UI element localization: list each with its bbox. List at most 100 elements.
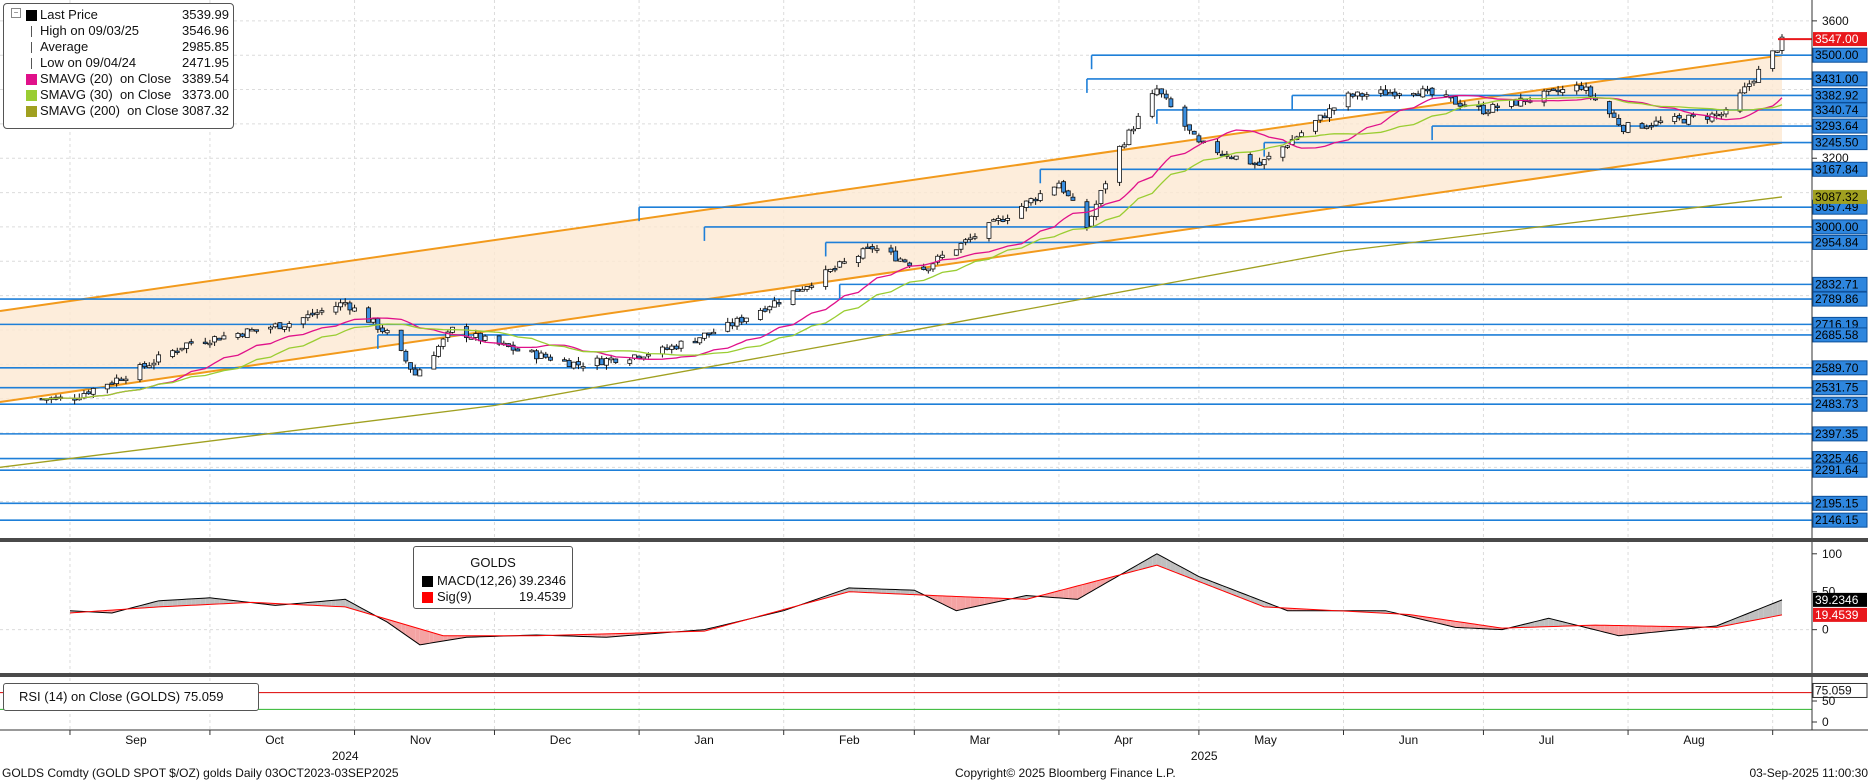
candle-body bbox=[1490, 103, 1496, 113]
candle-body bbox=[282, 326, 287, 330]
candle-body bbox=[268, 326, 273, 330]
candle-body bbox=[1420, 88, 1426, 98]
price-tick-label: 3600 bbox=[1822, 14, 1849, 28]
level-tag-label: 2685.58 bbox=[1815, 328, 1859, 342]
candle-body bbox=[921, 266, 927, 270]
candle-body bbox=[809, 285, 815, 288]
macd-fill bbox=[904, 589, 910, 595]
level-tag-label: 3293.64 bbox=[1815, 119, 1859, 133]
macd-fill bbox=[914, 590, 919, 595]
candle-body bbox=[1252, 162, 1258, 166]
macd-value-tag-label: 39.2346 bbox=[1815, 593, 1859, 607]
candle-body bbox=[776, 302, 782, 305]
candle-body bbox=[86, 391, 92, 395]
candle-body bbox=[1387, 91, 1393, 95]
macd-fill bbox=[970, 597, 975, 608]
candle-body bbox=[1485, 111, 1491, 115]
legend-label: SMAVG (20) on Close bbox=[40, 71, 172, 86]
level-tag-label: 3340.74 bbox=[1815, 103, 1859, 117]
candle-body bbox=[482, 335, 488, 341]
macd-fill bbox=[186, 598, 192, 606]
macd-fill bbox=[1534, 620, 1540, 628]
legend-value: 3087.32 bbox=[182, 103, 229, 118]
candle-body bbox=[930, 263, 936, 270]
level-tag bbox=[1812, 462, 1868, 478]
candle-body bbox=[1126, 129, 1132, 146]
candle-body bbox=[580, 366, 586, 369]
month-label: Nov bbox=[410, 733, 431, 747]
candle-body bbox=[646, 354, 651, 357]
candle-body bbox=[1481, 104, 1486, 115]
candle-body bbox=[604, 358, 609, 366]
level-tag-label: 2789.86 bbox=[1815, 292, 1859, 306]
candle-body bbox=[170, 350, 176, 357]
candle-body bbox=[697, 337, 703, 344]
macd-fill bbox=[1156, 553, 1162, 567]
level-tag bbox=[1812, 135, 1868, 151]
month-label: Sep bbox=[125, 733, 147, 747]
legend-label: Average bbox=[40, 39, 89, 54]
candle-body bbox=[613, 358, 619, 363]
candle-body bbox=[1359, 93, 1365, 97]
level-tag-label: 2589.70 bbox=[1815, 361, 1859, 375]
legend-row: Low on 09/04/24 2471.95 bbox=[4, 55, 235, 71]
macd-fill bbox=[895, 589, 901, 595]
candle-body bbox=[1606, 101, 1612, 115]
macd-fill bbox=[960, 596, 966, 610]
candle-body bbox=[249, 329, 255, 332]
candle-body bbox=[431, 355, 437, 370]
candle-body bbox=[925, 268, 931, 272]
candle-body bbox=[953, 249, 959, 256]
candle-body bbox=[314, 312, 320, 315]
candle-body bbox=[235, 333, 241, 338]
macd-fill bbox=[1670, 626, 1675, 631]
macd-fill bbox=[419, 628, 425, 645]
candle-body bbox=[123, 378, 129, 382]
candle-body bbox=[1616, 118, 1622, 126]
candle-body bbox=[841, 261, 847, 264]
candle-body bbox=[893, 250, 899, 262]
sma200-tag-label: 3087.32 bbox=[1815, 190, 1859, 204]
collapse-tree-icon[interactable]: − bbox=[11, 8, 21, 18]
macd-fill bbox=[979, 597, 985, 606]
candle-body bbox=[277, 322, 283, 330]
candle-body bbox=[300, 317, 306, 325]
macd-fill bbox=[424, 630, 430, 645]
macd-fill bbox=[863, 588, 868, 593]
candle-body bbox=[1644, 126, 1650, 129]
panel-separator-price bbox=[0, 538, 1868, 542]
macd-fill bbox=[1100, 578, 1106, 586]
candle-body bbox=[935, 255, 941, 263]
candle-body bbox=[412, 368, 418, 376]
candle-body bbox=[1383, 89, 1388, 96]
candle-body bbox=[1168, 98, 1174, 108]
candle-body bbox=[1131, 128, 1136, 132]
macd-fill bbox=[1054, 590, 1059, 598]
candle-body bbox=[804, 286, 810, 290]
macd-fill bbox=[1651, 626, 1657, 633]
macd-fill bbox=[1609, 625, 1615, 635]
candle-body bbox=[678, 340, 684, 349]
signal-legend-row: Sig(9) 19.4539 bbox=[422, 589, 566, 605]
rsi-tick-label: 0 bbox=[1822, 715, 1829, 729]
last-price-tag bbox=[1813, 32, 1867, 47]
candle-body bbox=[221, 335, 227, 340]
candle-body bbox=[1191, 130, 1197, 135]
candle-body bbox=[1718, 113, 1724, 117]
macd-fill bbox=[872, 588, 878, 593]
candle-body bbox=[1098, 190, 1104, 205]
macd-fill bbox=[606, 633, 612, 638]
legend-row: Average 2985.85 bbox=[4, 39, 235, 55]
signal-line bbox=[69, 564, 1783, 637]
candle-body bbox=[1089, 215, 1094, 227]
candle-body bbox=[795, 288, 801, 292]
macd-fill bbox=[1744, 612, 1750, 623]
candle-body bbox=[1714, 113, 1720, 117]
candle-body bbox=[963, 239, 969, 243]
candle-body bbox=[534, 350, 539, 360]
macd-fill bbox=[1460, 621, 1465, 628]
candle-body bbox=[142, 363, 148, 368]
candle-body bbox=[1551, 88, 1556, 91]
legend-value: 2985.85 bbox=[182, 39, 229, 54]
candle-body bbox=[137, 364, 143, 381]
